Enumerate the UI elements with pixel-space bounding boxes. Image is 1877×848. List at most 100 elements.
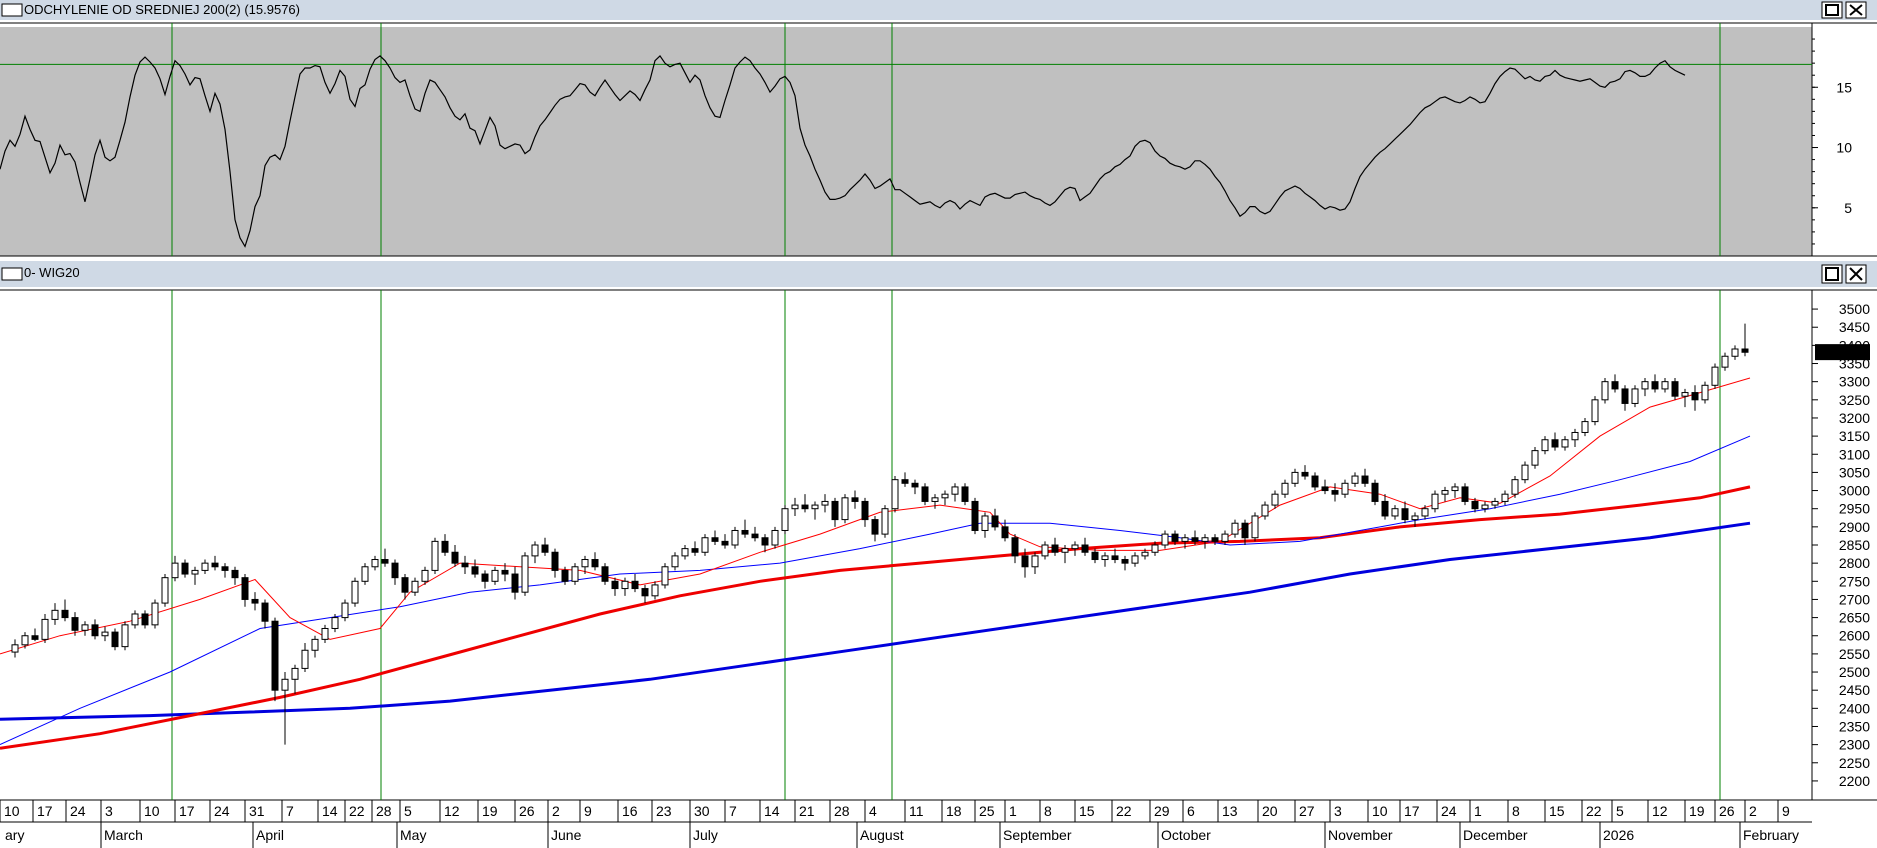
bottom-maximize-icon[interactable] (1821, 264, 1843, 284)
bottom-panel-menu-icon[interactable] (1, 267, 23, 281)
candle-body (1621, 388, 1629, 404)
candle-body (841, 497, 849, 521)
top-panel-title-bar (0, 0, 1877, 20)
candle-body (1711, 366, 1719, 386)
candle-body (1731, 348, 1739, 357)
candle-body (1281, 482, 1289, 495)
candle-body (571, 566, 579, 582)
price-y-tick-label: 2700 (1839, 591, 1870, 607)
candle-body (341, 602, 349, 619)
x-day-label: 20 (1262, 803, 1278, 819)
bottom-close-icon[interactable] (1845, 264, 1867, 284)
x-day-label: 18 (946, 803, 962, 819)
top-maximize-icon[interactable] (1821, 1, 1843, 19)
x-day-label: 19 (482, 803, 498, 819)
candle-body (221, 566, 229, 571)
x-day-label: 29 (1154, 803, 1170, 819)
price-y-tick-label: 2200 (1839, 773, 1870, 789)
price-y-tick-label: 2650 (1839, 610, 1870, 626)
price-y-tick-label: 3200 (1839, 410, 1870, 426)
candle-body (1161, 533, 1169, 546)
x-day-label: 10 (4, 803, 20, 819)
x-month-label: April (256, 827, 284, 843)
price-y-tick-label: 2750 (1839, 573, 1870, 589)
top-panel-title: ODCHYLENIE OD SREDNIEJ 200(2) (15.9576) (24, 2, 300, 17)
candle-body (961, 486, 969, 502)
x-day-label: 22 (349, 803, 365, 819)
x-day-label: 9 (584, 803, 592, 819)
candle-body (821, 500, 829, 506)
candle-body (1521, 464, 1529, 481)
candle-body (1701, 384, 1709, 401)
candle-body (161, 577, 169, 604)
price-signal-lines (171, 290, 1721, 800)
candle-body (561, 569, 569, 582)
x-day-label: 28 (834, 803, 850, 819)
candle-body (41, 618, 49, 640)
x-day-label: 11 (909, 803, 924, 819)
price-y-axis: 2200 2250 2300 2350 2400 2450 2500 2550 2600 2650… (1812, 301, 1870, 789)
x-day-label: 15 (1549, 803, 1565, 819)
candle-body (611, 580, 619, 590)
x-day-label: 8 (1044, 803, 1052, 819)
x-day-label: 19 (1689, 803, 1705, 819)
price-y-tick-label: 2400 (1839, 700, 1870, 716)
top-panel-menu-icon[interactable] (1, 3, 23, 17)
candle-body (811, 504, 819, 510)
date-x-axis: 10 17 24 3 10 17 24 31 7 14 22 28 5 12 19 26 2 9 16 23 30 7 14… (0, 800, 1799, 848)
x-month-label: February (1743, 827, 1799, 843)
candle-body (1141, 551, 1149, 557)
x-day-label: 5 (404, 803, 412, 819)
candle-body (881, 508, 889, 535)
x-day-label: 1 (1009, 803, 1017, 819)
candle-body (131, 613, 139, 626)
candle-body (261, 602, 269, 622)
oscillator-series-line (0, 54, 1686, 248)
candle-body (801, 504, 809, 510)
candle-body (111, 631, 119, 648)
candle-body (1551, 439, 1559, 448)
candle-body (461, 562, 469, 568)
candle-body (1061, 548, 1069, 553)
candle-body (741, 529, 749, 535)
candle-body (411, 580, 419, 593)
x-month-label: December (1463, 827, 1528, 843)
x-day-label: 2 (552, 803, 560, 819)
candle-body (1571, 431, 1579, 441)
candle-body (1381, 500, 1389, 517)
candle-body (1041, 544, 1049, 557)
candle-body (1681, 392, 1689, 397)
price-y-tick-label: 2800 (1839, 555, 1870, 571)
x-day-label: 24 (70, 803, 86, 819)
candle-body (1431, 493, 1439, 510)
x-month-label: September (1003, 827, 1072, 843)
candle-body (201, 562, 209, 571)
candle-body (1741, 348, 1749, 353)
x-day-label: 28 (376, 803, 392, 819)
candle-body (321, 627, 329, 640)
x-day-label: 22 (1116, 803, 1132, 819)
candle-body (771, 529, 779, 546)
price-y-tick-label: 3300 (1839, 374, 1870, 390)
candle-body (361, 566, 369, 582)
candlestick-series (11, 323, 1749, 745)
price-y-tick-label: 3250 (1839, 392, 1870, 408)
oscillator-y-axis: 5 10 15 (1812, 38, 1852, 245)
candle-body (1591, 399, 1599, 423)
oscillator-y-tick-label: 10 (1836, 140, 1852, 156)
candle-body (141, 613, 149, 626)
x-day-label: 12 (444, 803, 460, 819)
oscillator-plot-area (0, 27, 1812, 256)
x-day-label: 10 (1372, 803, 1388, 819)
candle-body (281, 678, 289, 691)
x-month-label: November (1328, 827, 1393, 843)
x-day-label: 26 (519, 803, 535, 819)
candle-body (701, 537, 709, 553)
candle-body (181, 562, 189, 575)
top-close-icon[interactable] (1845, 1, 1867, 19)
x-day-label: 22 (1586, 803, 1602, 819)
candle-body (1201, 537, 1209, 542)
candle-body (1331, 490, 1339, 495)
price-y-tick-label: 2600 (1839, 628, 1870, 644)
